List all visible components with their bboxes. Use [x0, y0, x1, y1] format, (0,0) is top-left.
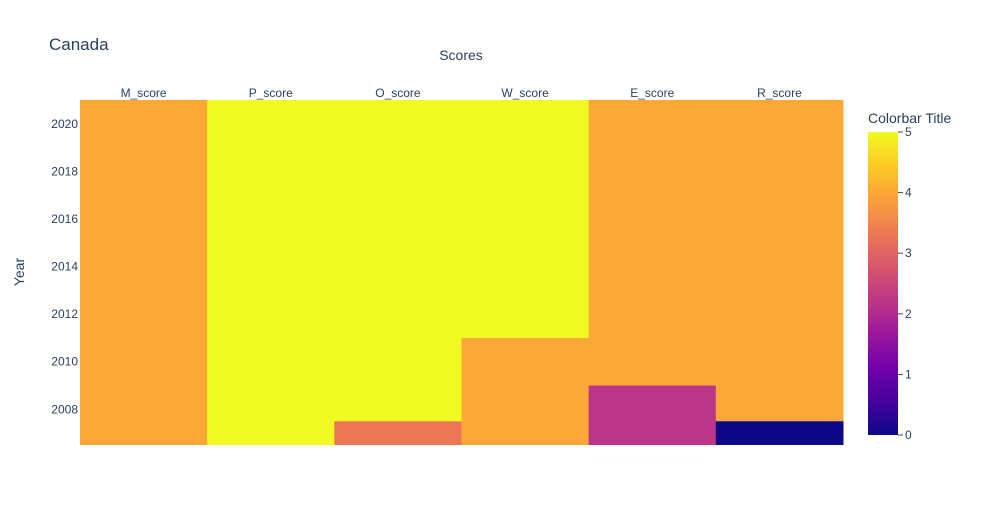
- colorbar-title: Colorbar Title: [868, 110, 951, 126]
- heatmap-cell-W_score: [461, 100, 590, 338]
- heatmap-cell-E_score: [588, 385, 717, 445]
- heatmap-cell-P_score: [207, 100, 335, 445]
- colorbar-tick-label: 3: [905, 246, 912, 260]
- x-axis-title: Scores: [439, 47, 483, 63]
- colorbar-tick-label: 2: [905, 307, 912, 321]
- heatmap-cell-O_score: [334, 100, 462, 422]
- y-tick-label: 2012: [51, 307, 78, 321]
- x-tick-label: W_score: [501, 86, 549, 100]
- heatmap-cell-O_score: [334, 421, 462, 445]
- heatmap-cells: [80, 100, 844, 445]
- heatmap-cell-M_score: [80, 100, 208, 445]
- x-tick-label: E_score: [630, 86, 674, 100]
- chart-title: Canada: [49, 35, 109, 54]
- colorbar-tick-label: 0: [905, 428, 912, 442]
- y-tick-label: 2008: [51, 402, 78, 416]
- x-tick-label: M_score: [121, 86, 167, 100]
- colorbar-gradient: [868, 132, 898, 435]
- colorbar-tick-label: 1: [905, 367, 912, 381]
- y-tick-label: 2016: [51, 212, 78, 226]
- x-tick-label: R_score: [757, 86, 802, 100]
- colorbar-tick-label: 5: [905, 125, 912, 139]
- colorbar-tick-label: 4: [905, 186, 912, 200]
- y-tick-label: 2018: [51, 164, 78, 178]
- y-axis-title: Year: [11, 258, 27, 287]
- x-axis-ticks: M_score P_score O_score W_score E_score R_sco…: [121, 86, 803, 100]
- x-tick-label: O_score: [375, 86, 421, 100]
- y-tick-label: 2014: [51, 260, 78, 274]
- x-tick-label: P_score: [249, 86, 293, 100]
- colorbar: Colorbar Title 0 1 2 3 4 5: [868, 110, 951, 442]
- heatmap-cell-R_score: [715, 421, 844, 445]
- heatmap-cell-W_score: [461, 337, 590, 445]
- heatmap-cell-R_score: [715, 100, 844, 422]
- y-axis-ticks: 2008 2010 2012 2014 2016 2018 2020: [51, 117, 78, 417]
- colorbar-ticks: 0 1 2 3 4 5: [898, 125, 912, 442]
- y-tick-label: 2010: [51, 355, 78, 369]
- heatmap-cell-E_score: [588, 100, 717, 386]
- y-tick-label: 2020: [51, 117, 78, 131]
